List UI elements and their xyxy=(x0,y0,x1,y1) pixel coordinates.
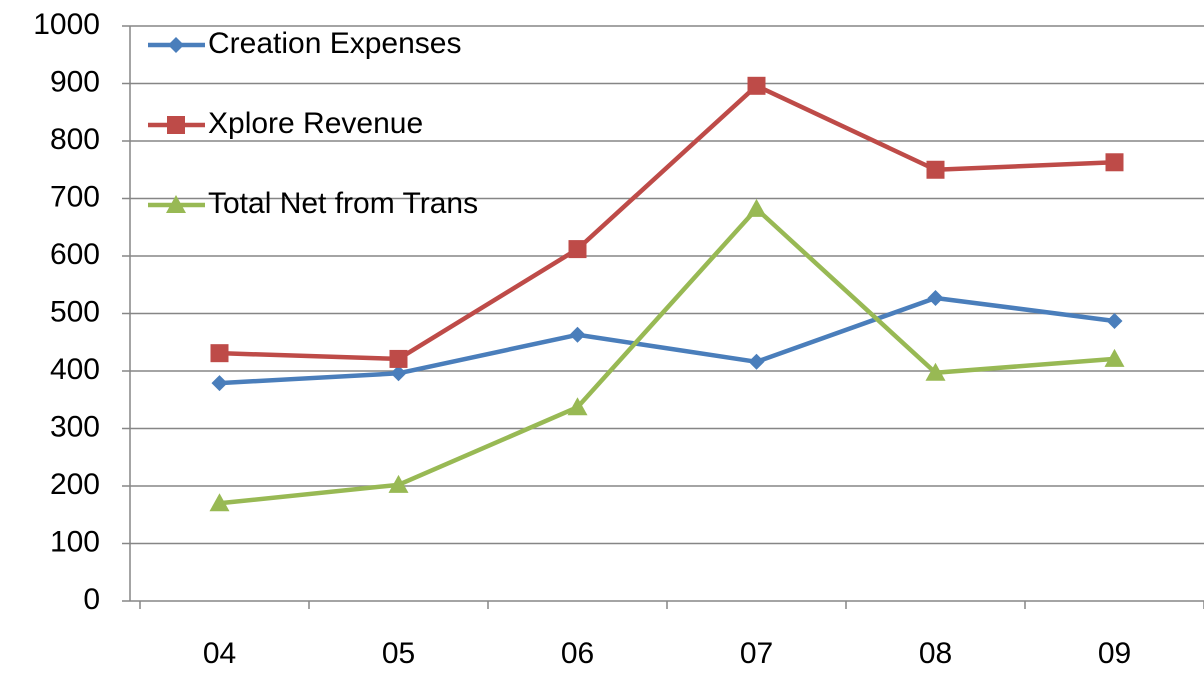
marker xyxy=(746,198,767,217)
x-tick-label: 05 xyxy=(382,637,415,670)
marker xyxy=(390,365,407,382)
marker xyxy=(569,326,586,343)
marker xyxy=(389,349,408,368)
marker xyxy=(210,344,229,363)
marker xyxy=(927,289,944,306)
y-tick-label: 800 xyxy=(50,123,100,156)
marker xyxy=(1104,348,1125,367)
series-line xyxy=(219,295,1115,386)
legend-label: Total Net from Trans xyxy=(208,187,478,220)
marker xyxy=(209,493,230,512)
y-tick-label: 100 xyxy=(50,525,100,558)
y-tick-label: 200 xyxy=(50,468,100,501)
series-line xyxy=(219,83,1115,362)
marker xyxy=(1106,312,1123,329)
y-tick-label: 500 xyxy=(50,295,100,328)
y-tick-label: 0 xyxy=(83,583,100,616)
marker xyxy=(568,240,587,259)
marker xyxy=(388,474,409,493)
marker xyxy=(925,362,946,381)
marker xyxy=(747,76,766,95)
marker xyxy=(1105,153,1124,172)
legend-item: Xplore Revenue xyxy=(148,107,423,140)
marker xyxy=(211,375,228,392)
x-tick-label: 08 xyxy=(919,637,952,670)
y-tick-label: 400 xyxy=(50,353,100,386)
y-tick-label: 700 xyxy=(50,180,100,213)
legend-item: Creation Expenses xyxy=(148,27,461,60)
legend-item: Total Net from Trans xyxy=(148,187,478,220)
marker xyxy=(748,353,765,370)
x-tick-label: 07 xyxy=(740,637,773,670)
marker xyxy=(926,160,945,179)
y-tick-label: 600 xyxy=(50,238,100,271)
x-tick-label: 04 xyxy=(203,637,236,670)
marker xyxy=(567,397,588,416)
series-line xyxy=(219,206,1115,506)
marker xyxy=(166,195,186,213)
marker xyxy=(168,37,184,53)
x-tick-label: 09 xyxy=(1098,637,1131,670)
legend-label: Xplore Revenue xyxy=(208,107,423,140)
legend-label: Creation Expenses xyxy=(208,27,461,60)
marker xyxy=(167,116,185,134)
y-tick-label: 900 xyxy=(50,65,100,98)
y-tick-label: 300 xyxy=(50,410,100,443)
y-tick-label: 1000 xyxy=(33,8,100,41)
x-tick-label: 06 xyxy=(561,637,594,670)
